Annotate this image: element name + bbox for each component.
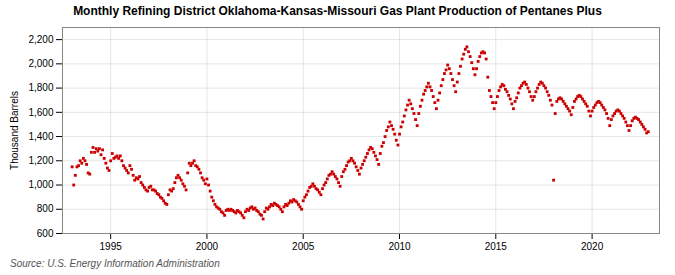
svg-text:2,000: 2,000 — [28, 58, 53, 69]
html-text:Source: U.S. Energy Informatio: Source: U.S. Energy Information Administ… — [10, 258, 220, 269]
svg-text:2000: 2000 — [196, 241, 219, 252]
svg-text:1,000: 1,000 — [28, 179, 53, 190]
svg-text:1,800: 1,800 — [28, 82, 53, 93]
svg-text:1,600: 1,600 — [28, 107, 53, 118]
svg-text:600: 600 — [37, 228, 54, 239]
svg-text:1,400: 1,400 — [28, 131, 53, 142]
html-text:Monthly Refining District Okla: Monthly Refining District Oklahoma-Kansa… — [73, 4, 602, 18]
svg-text:1,200: 1,200 — [28, 155, 53, 166]
svg-text:2,200: 2,200 — [28, 34, 53, 45]
svg-text:800: 800 — [37, 203, 54, 214]
svg-text:2005: 2005 — [292, 241, 315, 252]
svg-text:1995: 1995 — [100, 241, 123, 252]
svg-text:2015: 2015 — [485, 241, 508, 252]
svg-text:2010: 2010 — [388, 241, 411, 252]
svg-text:Thousand Barrels: Thousand Barrels — [9, 91, 20, 170]
svg-text:2020: 2020 — [581, 241, 604, 252]
